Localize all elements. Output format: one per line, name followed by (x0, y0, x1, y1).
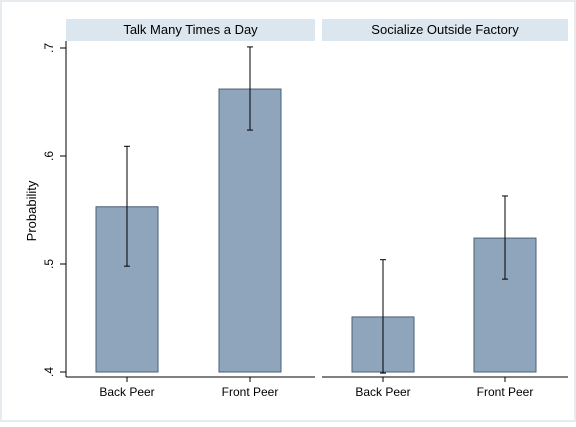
panel-header-background (322, 19, 568, 41)
y-tick-label: .4 (42, 367, 56, 377)
panel-header-background (66, 19, 315, 41)
y-tick-label: .6 (42, 151, 56, 161)
x-axis-ticks: Back Peer Front Peer (355, 377, 533, 399)
bar-group (95, 46, 282, 373)
x-tick-label: Front Peer (477, 385, 534, 399)
panel-title: Talk Many Times a Day (123, 22, 258, 37)
x-axis-ticks: Back Peer Front Peer (99, 377, 278, 399)
y-tick-label: .5 (42, 259, 56, 269)
panel-socialize-outside: Socialize Outside Factory Back Peer Front… (322, 19, 568, 399)
x-tick-label: Back Peer (355, 385, 410, 399)
y-tick-label: .7 (42, 43, 56, 53)
bar (218, 88, 282, 373)
bar-group (351, 195, 537, 374)
panel-talk-many-times: Talk Many Times a Day Back Peer Front Pee… (66, 19, 315, 399)
panel-title: Socialize Outside Factory (371, 22, 519, 37)
x-tick-label: Back Peer (99, 385, 154, 399)
y-axis-title: Probability (24, 180, 39, 241)
y-axis: .4 .5 .6 .7 (42, 41, 67, 377)
x-tick-label: Front Peer (222, 385, 279, 399)
